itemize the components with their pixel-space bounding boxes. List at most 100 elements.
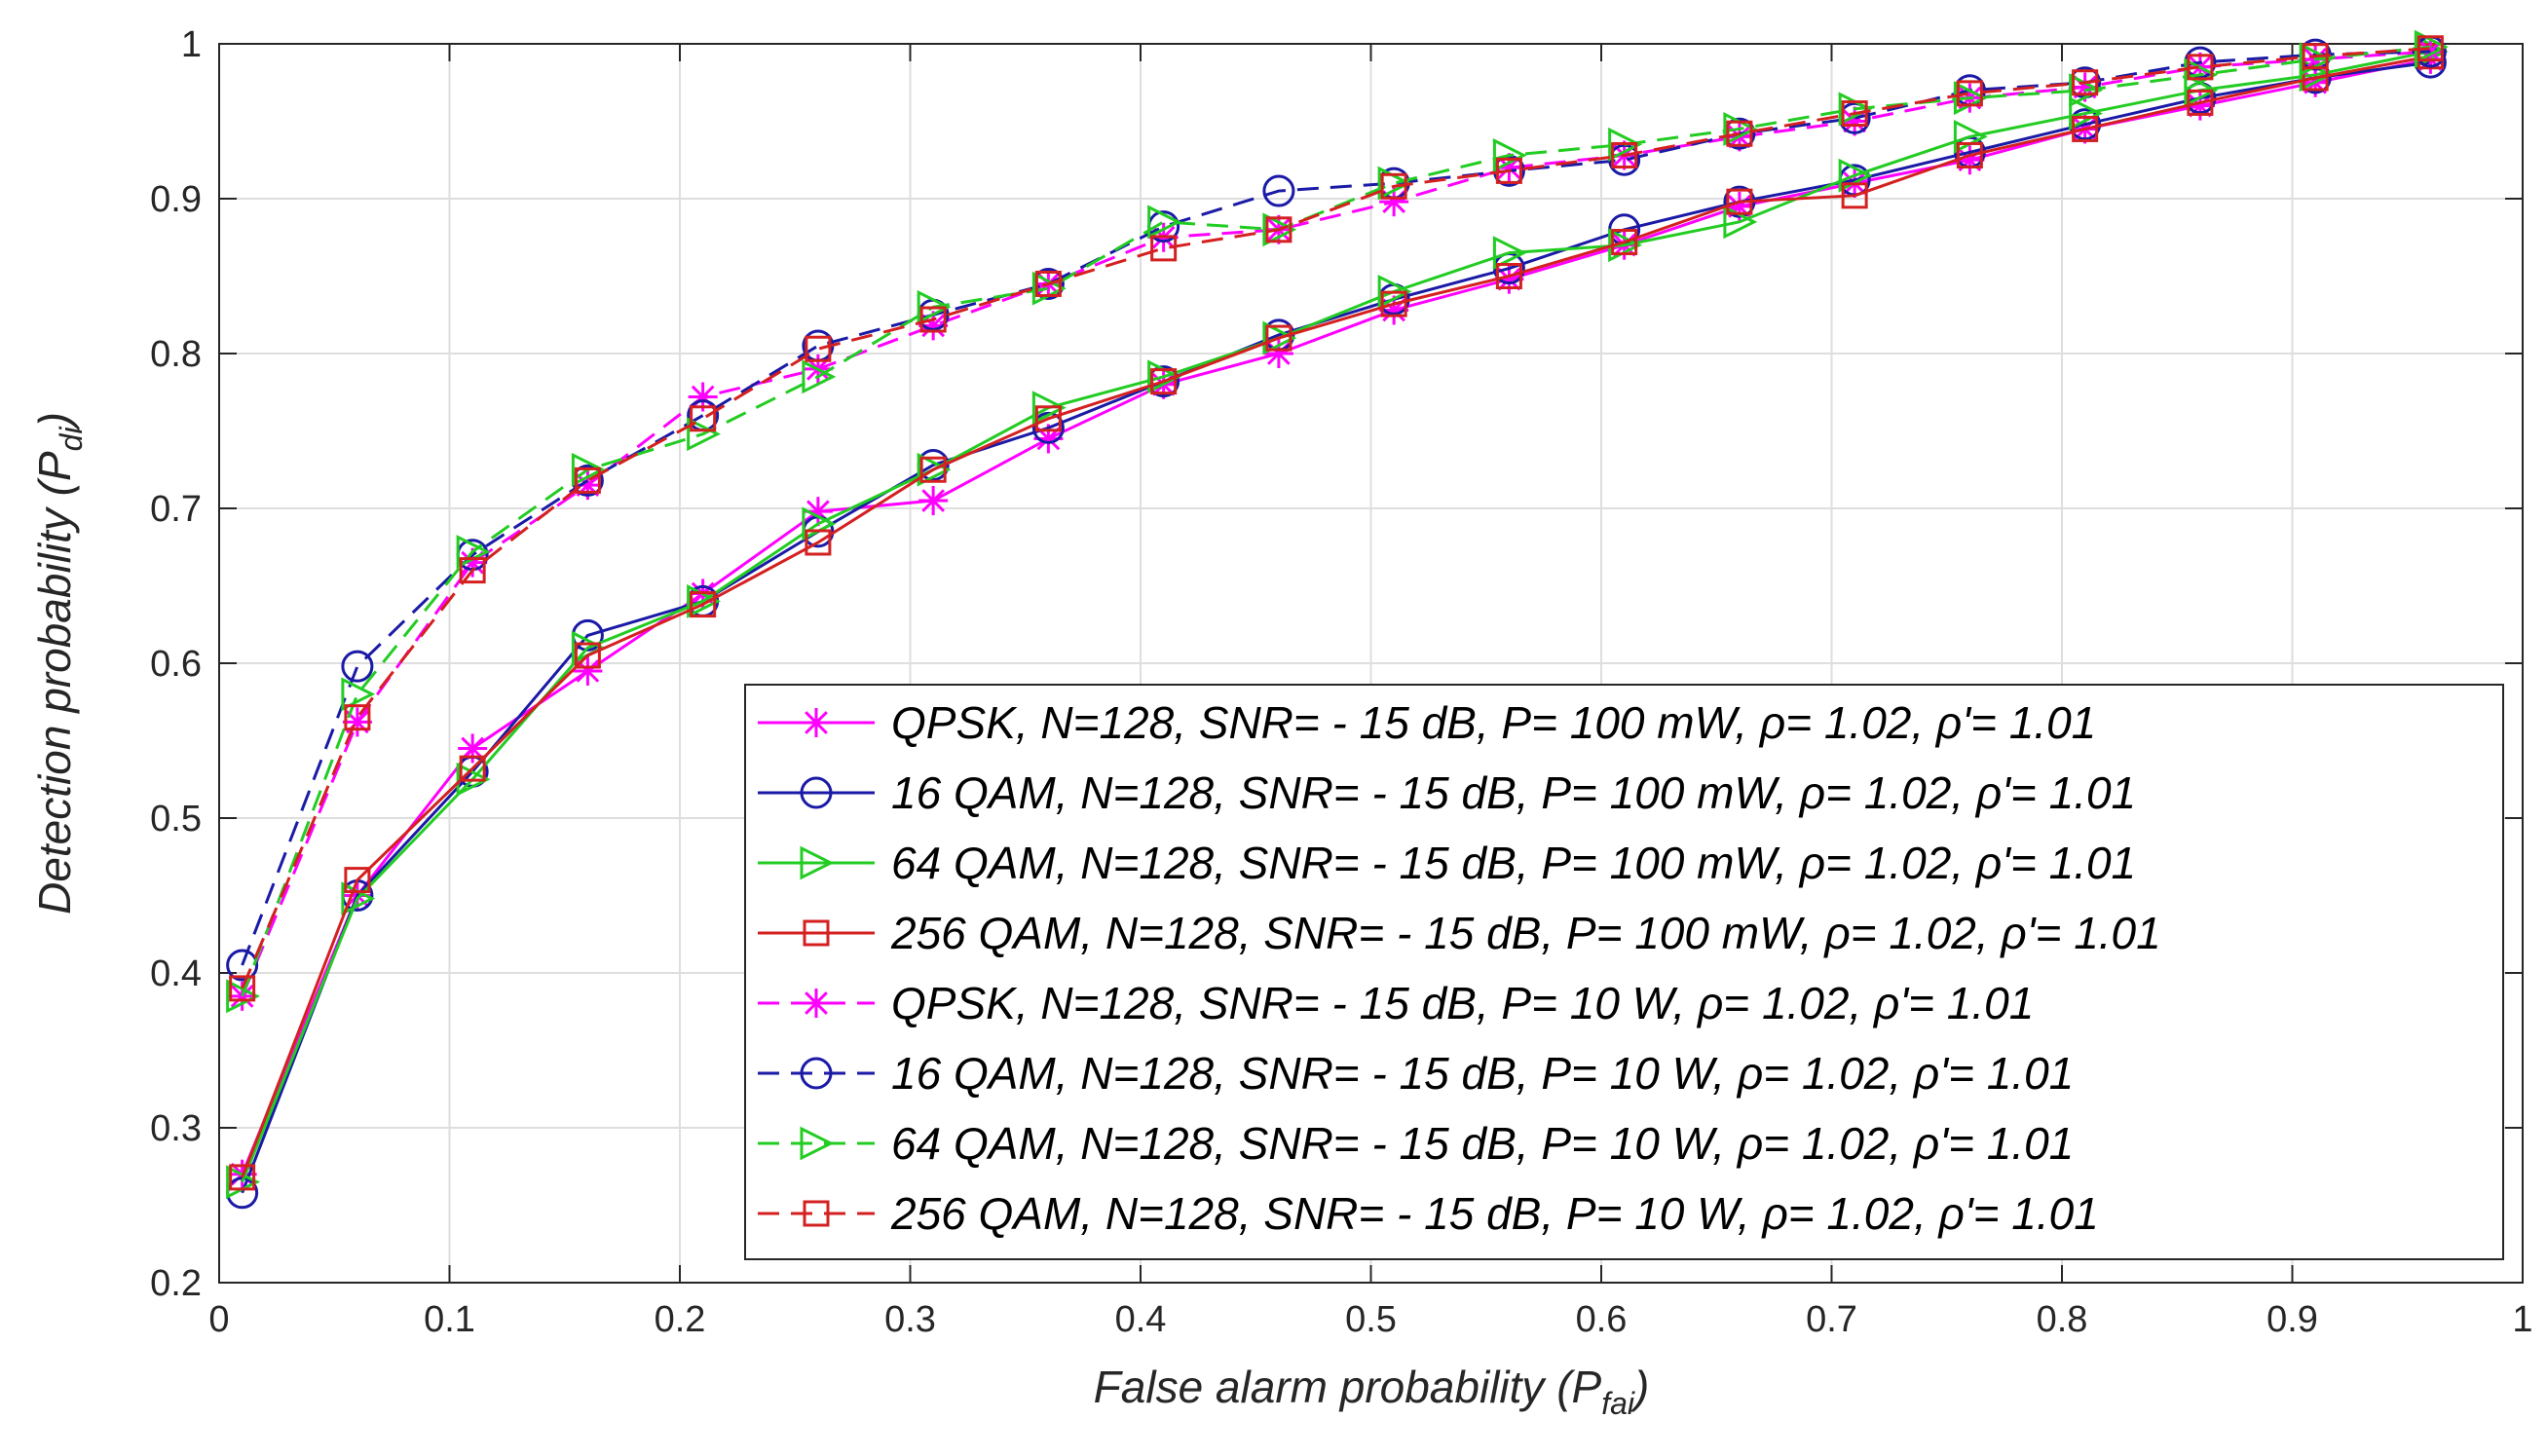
data-point — [1034, 405, 1062, 432]
legend-label: 16 QAM, N=128, SNR= - 15 dB, P= 100 mW, … — [891, 767, 2136, 818]
data-point — [574, 642, 601, 669]
data-point — [1841, 100, 1868, 128]
data-point — [1262, 174, 1295, 207]
data-point — [1150, 368, 1178, 395]
data-point — [226, 949, 259, 982]
y-tick-label: 0.7 — [150, 489, 202, 530]
y-tick-label: 0.5 — [150, 799, 202, 840]
legend-label: 256 QAM, N=128, SNR= - 15 dB, P= 10 W, ρ… — [890, 1188, 2099, 1239]
data-point — [2187, 54, 2214, 81]
series-line — [241, 50, 2431, 1183]
x-tick-label: 0.6 — [1576, 1299, 1628, 1340]
data-point — [459, 755, 486, 782]
y-axis-title: Detection probability (Pdi) — [29, 412, 89, 915]
y-tick-label: 0.8 — [150, 334, 202, 375]
legend-entry: 16 QAM, N=128, SNR= - 15 dB, P= 10 W, ρ=… — [758, 1048, 2074, 1099]
x-tick-label: 0.7 — [1806, 1299, 1857, 1340]
legend-label: QPSK, N=128, SNR= - 15 dB, P= 10 W, ρ= 1… — [891, 978, 2034, 1028]
x-tick-label: 0.4 — [1115, 1299, 1167, 1340]
data-point — [919, 306, 947, 333]
legend: QPSK, N=128, SNR= - 15 dB, P= 100 mW, ρ=… — [744, 684, 2504, 1260]
data-point — [1031, 411, 1065, 444]
data-point — [1150, 235, 1178, 262]
data-point — [802, 359, 837, 394]
data-point — [917, 452, 952, 487]
legend-marker — [802, 989, 831, 1018]
data-point — [571, 452, 606, 487]
data-point — [1380, 290, 1407, 317]
data-point — [2416, 35, 2444, 62]
x-tick-label: 0 — [208, 1299, 229, 1340]
data-point — [1031, 391, 1067, 426]
y-tick-label: 0.4 — [150, 953, 202, 994]
data-point — [2072, 69, 2099, 96]
data-point — [1380, 172, 1407, 200]
legend-marker — [803, 919, 830, 947]
data-point — [805, 335, 832, 362]
legend-marker — [802, 708, 831, 737]
data-point — [226, 979, 261, 1014]
data-point — [2187, 89, 2214, 116]
series-4 — [229, 43, 2444, 1191]
y-tick-label: 1 — [181, 24, 202, 65]
legend-entry: 16 QAM, N=128, SNR= - 15 dB, P= 100 mW, … — [758, 767, 2136, 818]
data-point — [2414, 29, 2449, 64]
data-point — [341, 677, 376, 712]
x-tick-label: 0.5 — [1345, 1299, 1397, 1340]
legend-label: 16 QAM, N=128, SNR= - 15 dB, P= 10 W, ρ=… — [891, 1048, 2074, 1099]
legend-marker — [800, 1057, 833, 1090]
data-point — [919, 456, 947, 483]
legend-label: QPSK, N=128, SNR= - 15 dB, P= 100 mW, ρ=… — [891, 697, 2096, 748]
data-point — [1495, 263, 1522, 289]
legend-marker — [800, 1126, 835, 1161]
data-point — [459, 557, 486, 584]
data-point — [2184, 57, 2219, 93]
data-point — [1956, 141, 1983, 168]
legend-marker — [800, 776, 833, 809]
data-point — [2302, 43, 2329, 70]
data-point — [690, 405, 717, 432]
data-point — [805, 529, 832, 556]
data-point — [229, 1164, 256, 1191]
series-line — [241, 55, 2431, 1178]
data-point — [687, 417, 722, 452]
data-point — [341, 650, 374, 683]
data-point — [2072, 115, 2099, 142]
data-point — [1492, 138, 1527, 172]
data-point — [456, 762, 491, 797]
series-8 — [229, 35, 2444, 1002]
legend-label: 256 QAM, N=128, SNR= - 15 dB, P= 100 mW,… — [890, 908, 2161, 958]
data-point — [2069, 96, 2104, 131]
data-point — [344, 704, 371, 731]
legend-marker — [800, 845, 835, 880]
series-line — [241, 60, 2431, 1194]
data-point — [344, 867, 371, 894]
x-axis-title: False alarm probability (Pfai) — [1094, 1362, 1650, 1421]
data-point — [1377, 274, 1412, 309]
data-point — [1492, 236, 1527, 271]
x-tick-label: 1 — [2512, 1299, 2532, 1340]
legend-entry: QPSK, N=128, SNR= - 15 dB, P= 10 W, ρ= 1… — [758, 978, 2034, 1028]
x-tick-label: 0.9 — [2266, 1299, 2318, 1340]
data-point — [1265, 324, 1292, 352]
y-tick-label: 0.2 — [150, 1263, 202, 1304]
x-tick-label: 0.8 — [2037, 1299, 2088, 1340]
x-tick-label: 0.3 — [884, 1299, 936, 1340]
legend-marker — [803, 1200, 830, 1227]
data-point — [574, 467, 601, 494]
data-point — [1608, 127, 1643, 162]
data-point — [1034, 270, 1062, 297]
axis-ticks: 0 0.1 0.2 0.3 0.4 0.5 0.6 0.7 0.8 0.9 1 0.2 0.3 0.4 0.… — [150, 24, 2532, 1340]
data-point — [690, 591, 717, 618]
data-point — [1726, 120, 1753, 147]
data-point — [1841, 182, 1868, 209]
series-line — [241, 47, 2431, 989]
legend-label: 64 QAM, N=128, SNR= - 15 dB, P= 100 mW, … — [891, 838, 2136, 888]
data-point — [918, 486, 949, 516]
x-tick-label: 0.1 — [424, 1299, 475, 1340]
data-point — [917, 289, 952, 324]
data-point — [1262, 212, 1297, 247]
legend-entry: 256 QAM, N=128, SNR= - 15 dB, P= 100 mW,… — [758, 908, 2161, 958]
data-point — [1611, 141, 1638, 168]
